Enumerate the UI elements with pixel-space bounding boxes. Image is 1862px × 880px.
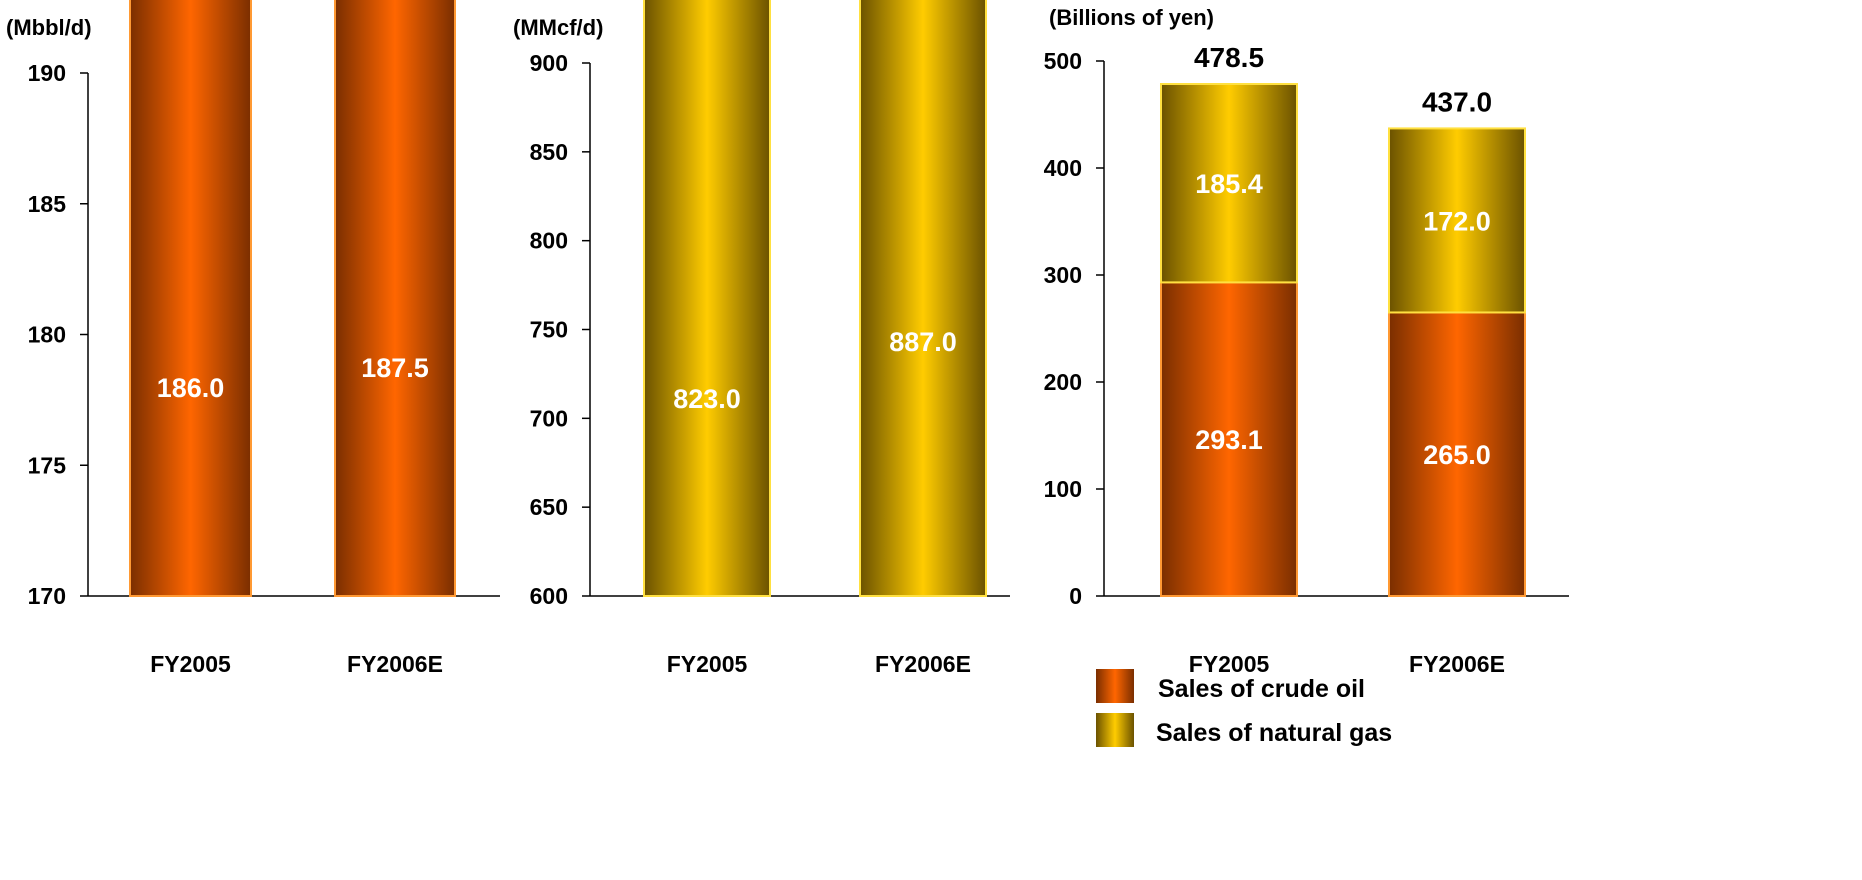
chart2-y-tick-label: 800	[530, 228, 568, 254]
chart1-bar-fy2006e	[334, 0, 456, 597]
chart3-inner-data-label: 265.0	[1423, 440, 1491, 470]
chart1-inner-data-label: 186.0	[157, 373, 225, 403]
chart3-category-label: FY2006E	[1409, 651, 1505, 677]
chart3-y-tick-label: 400	[1044, 155, 1082, 181]
chart2-y-tick-label: 850	[530, 139, 568, 165]
chart1-y-tick-label: 180	[28, 322, 66, 348]
chart3-top-data-label: 437.0	[1422, 86, 1492, 117]
chart2-category-label: FY2006E	[875, 651, 971, 677]
legend-label-natural-gas: Sales of natural gas	[1156, 719, 1392, 747]
charts-layer: (Mbbl/d)170175180185190186.0186.0FY20051…	[6, 0, 1569, 677]
chart2-y-tick-label: 700	[530, 405, 568, 431]
chart1-y-tick-label: 175	[28, 452, 67, 478]
legend-swatch-natural-gas	[1096, 713, 1134, 747]
chart2-y-tick-label: 750	[530, 317, 568, 343]
legend: Sales of crude oil Sales of natural gas	[1096, 669, 1392, 747]
chart3-inner-data-label: 293.1	[1195, 425, 1263, 455]
chart1-bar-fy2005	[129, 0, 252, 597]
chart1-category-label: FY2005	[150, 651, 231, 677]
chart3-y-tick-label: 0	[1069, 583, 1082, 609]
chart3-inner-data-label: 172.0	[1423, 206, 1491, 236]
chart1-y-tick-label: 185	[28, 191, 67, 217]
chart1-y-tick-label: 170	[28, 583, 66, 609]
chart3-y-tick-label: 100	[1044, 476, 1082, 502]
chart2-y-tick-label: 650	[530, 494, 568, 520]
chart2-bar-fy2006e	[859, 0, 987, 597]
chart2-inner-data-label: 887.0	[889, 327, 957, 357]
chart3-top-data-label: 478.5	[1194, 42, 1264, 73]
chart3-inner-data-label: 185.4	[1195, 169, 1263, 199]
chart3-y-tick-label: 200	[1044, 369, 1082, 395]
chart3-y-tick-label: 300	[1044, 262, 1082, 288]
chart3-bar-fy2006e-series2	[1388, 127, 1526, 314]
chart3-y-tick-label: 500	[1044, 48, 1082, 74]
chart2-category-label: FY2005	[667, 651, 748, 677]
chart1-y-tick-label: 190	[28, 60, 66, 86]
chart3-category-label: FY2005	[1189, 651, 1270, 677]
chart1-unit-label: (Mbbl/d)	[6, 15, 92, 40]
chart2-y-tick-label: 900	[530, 50, 568, 76]
chart1-category-label: FY2006E	[347, 651, 443, 677]
chart3-bar-fy2005-series1	[1160, 281, 1298, 597]
chart2-inner-data-label: 823.0	[673, 384, 741, 414]
chart2-unit-label: (MMcf/d)	[513, 15, 603, 40]
chart2-bar-fy2005	[643, 0, 771, 597]
legend-label-crude-oil: Sales of crude oil	[1158, 675, 1365, 703]
legend-swatch-crude-oil	[1096, 669, 1134, 703]
chart3-bar-fy2005-series2	[1160, 83, 1298, 284]
chart1-inner-data-label: 187.5	[361, 353, 429, 383]
chart3-unit-label: (Billions of yen)	[1049, 5, 1214, 30]
chart2-y-tick-label: 600	[530, 583, 568, 609]
